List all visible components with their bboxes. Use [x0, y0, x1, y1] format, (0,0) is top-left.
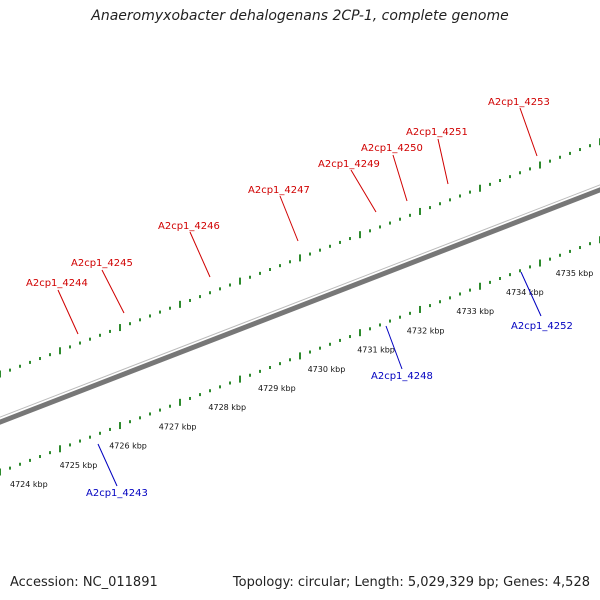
- reverse-gene-labels: A2cp1_4243 A2cp1_4248 A2cp1_4252: [86, 271, 573, 499]
- scale-label: 4729 kbp: [258, 384, 296, 393]
- scale-label: 4726 kbp: [109, 442, 147, 451]
- scale-label: 4731 kbp: [357, 346, 395, 355]
- forward-gene-labels: A2cp1_4244 A2cp1_4245 A2cp1_4246 A2cp1_4…: [26, 97, 550, 335]
- scale-label: 4728 kbp: [208, 403, 246, 412]
- gene-label-4244[interactable]: A2cp1_4244: [26, 278, 88, 289]
- scale-label: 4727 kbp: [159, 422, 197, 431]
- category-bars: [0, 0, 449, 51]
- scale-label: 4732 kbp: [407, 326, 445, 335]
- topology-summary: Topology: circular; Length: 5,029,329 bp…: [232, 575, 590, 590]
- scale-label: 4730 kbp: [308, 365, 346, 374]
- gene-label-4252[interactable]: A2cp1_4252: [511, 321, 573, 332]
- accession-text: Accession: NC_011891: [10, 575, 158, 590]
- outer-tick-track: [0, 138, 600, 378]
- gene-label-4245[interactable]: A2cp1_4245: [71, 258, 133, 269]
- gene-label-4249[interactable]: A2cp1_4249: [318, 159, 380, 170]
- gene-label-4253[interactable]: A2cp1_4253: [488, 97, 550, 108]
- scale-label: 4734 kbp: [506, 288, 544, 297]
- gene-label-4247[interactable]: A2cp1_4247: [248, 185, 310, 196]
- gene-label-4248[interactable]: A2cp1_4248: [371, 371, 433, 382]
- map-title: Anaeromyxobacter dehalogenans 2CP-1, com…: [91, 8, 509, 24]
- gene-label-4243[interactable]: A2cp1_4243: [86, 488, 148, 499]
- scale-label: 4724 kbp: [10, 480, 48, 489]
- gene-label-4246[interactable]: A2cp1_4246: [158, 221, 220, 232]
- genome-backbone: [0, 187, 600, 425]
- scale-label: 4725 kbp: [60, 461, 98, 470]
- scale-label: 4735 kbp: [556, 269, 594, 278]
- scale-labels: 4724 kbp 4725 kbp 4726 kbp 4727 kbp 4728 kbp…: [10, 269, 593, 489]
- scale-label: 4733 kbp: [456, 307, 494, 316]
- gene-label-4250[interactable]: A2cp1_4250: [361, 143, 423, 154]
- gene-label-4251[interactable]: A2cp1_4251: [406, 127, 468, 138]
- inner-tick-track: [0, 236, 600, 476]
